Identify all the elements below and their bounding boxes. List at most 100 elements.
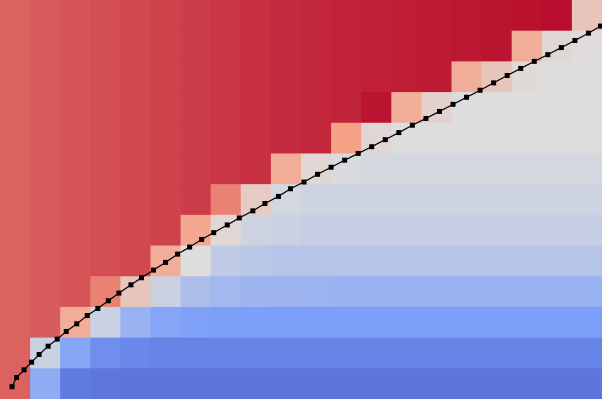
heatmap-cell xyxy=(391,276,422,308)
heatmap-cell xyxy=(240,276,272,308)
heatmap-cell xyxy=(150,61,182,93)
line-marker xyxy=(54,336,60,342)
line-marker xyxy=(598,23,602,29)
heatmap-cell xyxy=(150,306,182,339)
heatmap-cell xyxy=(0,122,31,155)
heatmap-cell xyxy=(90,153,121,185)
heatmap-cell xyxy=(270,337,302,369)
line-marker xyxy=(585,30,591,36)
heatmap-cell xyxy=(60,92,91,124)
heatmap-cell xyxy=(30,92,61,124)
heatmap-cell xyxy=(331,184,362,216)
heatmap-cell xyxy=(210,30,242,62)
line-marker xyxy=(450,101,456,107)
heatmap-cell xyxy=(240,153,272,185)
heatmap-cell xyxy=(210,153,242,185)
heatmap-cell xyxy=(571,214,602,247)
heatmap-cell xyxy=(270,276,302,308)
heatmap-cell xyxy=(0,245,31,277)
line-marker xyxy=(199,236,205,242)
heatmap-cell xyxy=(391,184,422,216)
line-marker xyxy=(477,87,483,93)
heatmap-cell xyxy=(30,184,61,216)
heatmap-cell xyxy=(301,0,332,32)
heatmap-cell xyxy=(0,30,31,62)
heatmap-cell xyxy=(421,122,453,155)
heatmap-cell xyxy=(301,368,332,399)
heatmap-cell xyxy=(180,122,212,155)
heatmap-cell xyxy=(240,368,272,399)
heatmap-cell xyxy=(60,214,91,247)
line-marker xyxy=(572,38,578,44)
heatmap-cell xyxy=(60,0,91,32)
heatmap-cell xyxy=(210,276,242,308)
heatmap-cell xyxy=(511,30,543,62)
heatmap-cell xyxy=(90,245,121,277)
heatmap-cell xyxy=(451,337,483,369)
heatmap-cell xyxy=(571,245,602,277)
heatmap-cell xyxy=(150,92,182,124)
heatmap-cell xyxy=(180,30,212,62)
heatmap-cell xyxy=(571,337,602,369)
line-marker xyxy=(518,65,524,71)
line-marker xyxy=(369,144,375,150)
heatmap-cell xyxy=(240,214,272,247)
heatmap-cell xyxy=(571,276,602,308)
heatmap-cell xyxy=(150,153,182,185)
heatmap-cell xyxy=(60,30,91,62)
heatmap-cell xyxy=(391,0,422,32)
heatmap-cell xyxy=(60,337,91,369)
heatmap-cell xyxy=(0,153,31,185)
heatmap-cell xyxy=(30,61,61,93)
heatmap-cell xyxy=(361,276,392,308)
heatmap-cell xyxy=(30,368,61,399)
heatmap-cell xyxy=(120,184,152,216)
heatmap-cell xyxy=(30,276,61,308)
heatmap-cell xyxy=(361,368,392,399)
heatmap-cell xyxy=(301,61,332,93)
line-marker xyxy=(287,186,293,192)
heatmap-cell xyxy=(150,30,182,62)
heatmap-cell xyxy=(361,184,392,216)
heatmap-cell xyxy=(451,368,483,399)
heatmap-cell xyxy=(541,214,573,247)
heatmap-cell xyxy=(150,337,182,369)
line-marker xyxy=(382,137,388,143)
heatmap-cell xyxy=(180,92,212,124)
line-marker xyxy=(175,251,181,257)
heatmap-cell xyxy=(210,368,242,399)
heatmap-cell xyxy=(60,184,91,216)
line-marker xyxy=(105,298,111,304)
line-marker xyxy=(262,200,268,206)
line-marker xyxy=(63,328,69,334)
heatmap-cell xyxy=(240,122,272,155)
heatmap-cell xyxy=(571,153,602,185)
line-marker xyxy=(211,230,217,236)
heatmap-cell xyxy=(90,30,121,62)
heatmap-cell xyxy=(541,92,573,124)
heatmap-cell xyxy=(180,61,212,93)
heatmap-cell xyxy=(30,337,61,369)
heatmap-cell xyxy=(30,122,61,155)
heatmap-cell xyxy=(421,30,453,62)
heatmap-cell xyxy=(90,122,121,155)
heatmap-cell xyxy=(511,245,543,277)
heatmap-cell xyxy=(240,306,272,339)
heatmap-cell xyxy=(391,245,422,277)
line-marker xyxy=(236,215,242,221)
heatmap-cell xyxy=(301,92,332,124)
heatmap-cell xyxy=(240,245,272,277)
heatmap-cell xyxy=(331,276,362,308)
heatmap-cell xyxy=(451,184,483,216)
heatmap-cell xyxy=(331,337,362,369)
heatmap-cell xyxy=(180,245,212,277)
heatmap-cell xyxy=(60,276,91,308)
heatmap-cell xyxy=(541,306,573,339)
heatmap-cell xyxy=(421,276,453,308)
heatmap-cell xyxy=(511,368,543,399)
heatmap-cell xyxy=(150,276,182,308)
heatmap-cell xyxy=(481,276,513,308)
heatmap-cell xyxy=(361,0,392,32)
heatmap-cell xyxy=(331,30,362,62)
